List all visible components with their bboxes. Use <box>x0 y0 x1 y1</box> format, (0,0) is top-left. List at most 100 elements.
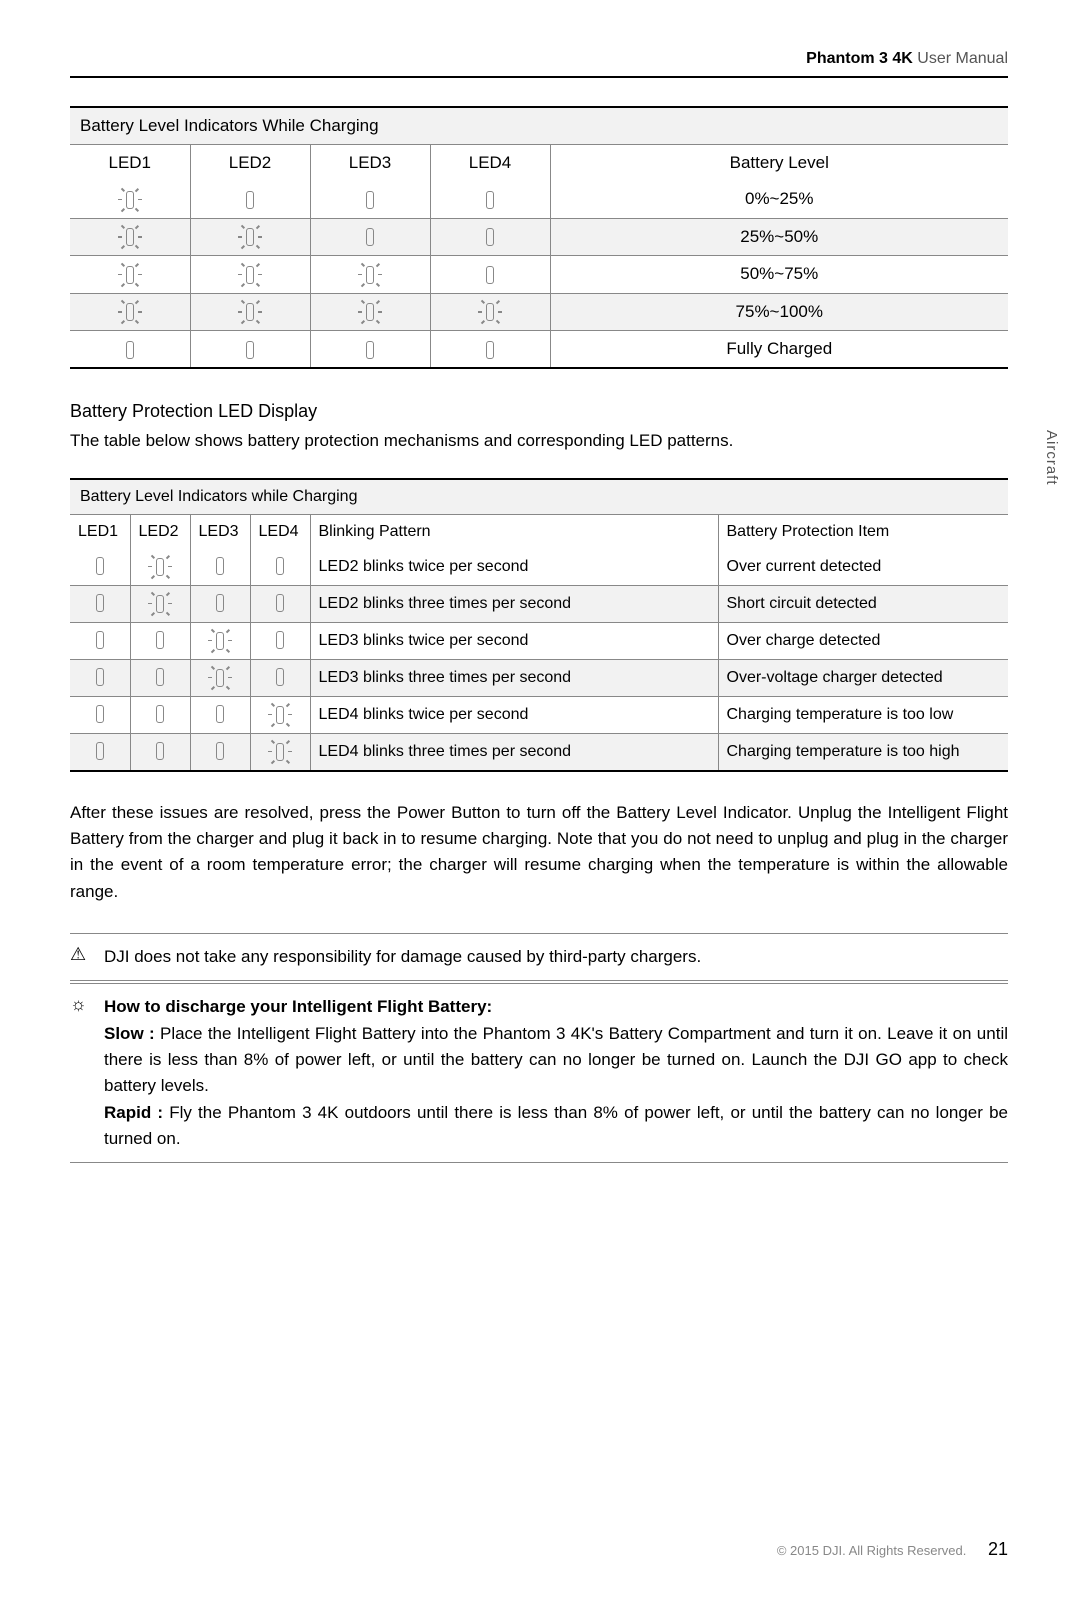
table2-col-led1: LED1 <box>70 514 130 549</box>
page-footer: © 2015 DJI. All Rights Reserved. 21 <box>777 1539 1008 1560</box>
battery-level-cell: 75%~100% <box>550 293 1008 331</box>
led-cell <box>190 696 250 733</box>
led-cell <box>130 622 190 659</box>
battery-level-cell: 25%~50% <box>550 218 1008 256</box>
led-blink-icon <box>268 742 292 762</box>
led-cell <box>190 622 250 659</box>
header-title: Phantom 3 4K User Manual <box>806 50 1008 67</box>
led-off-icon <box>156 742 164 760</box>
led-cell <box>310 218 430 256</box>
pattern-cell: LED2 blinks twice per second <box>310 549 718 586</box>
led-blink-icon <box>358 265 382 285</box>
pattern-cell: LED3 blinks three times per second <box>310 659 718 696</box>
led-cell <box>70 733 130 771</box>
led-blink-icon <box>478 302 502 322</box>
led-off-icon <box>366 341 374 359</box>
table2-col-item: Battery Protection Item <box>718 514 1008 549</box>
led-cell <box>430 256 550 294</box>
led-cell <box>310 293 430 331</box>
led-cell <box>190 181 310 218</box>
led-cell <box>70 659 130 696</box>
led-cell <box>310 331 430 369</box>
led-cell <box>130 659 190 696</box>
tip-slow-text: Place the Intelligent Flight Battery int… <box>104 1024 1008 1096</box>
led-off-icon <box>156 668 164 686</box>
table-row: LED4 blinks twice per secondCharging tem… <box>70 696 1008 733</box>
tip-rapid-text: Fly the Phantom 3 4K outdoors until ther… <box>104 1103 1008 1148</box>
led-cell <box>250 733 310 771</box>
led-cell <box>190 585 250 622</box>
led-cell <box>70 218 190 256</box>
led-cell <box>430 218 550 256</box>
pattern-cell: LED2 blinks three times per second <box>310 585 718 622</box>
protection-item-cell: Over charge detected <box>718 622 1008 659</box>
led-off-icon <box>96 631 104 649</box>
led-off-icon <box>486 341 494 359</box>
led-cell <box>430 331 550 369</box>
protection-item-cell: Over current detected <box>718 549 1008 586</box>
page-header: Phantom 3 4K User Manual <box>70 50 1008 78</box>
led-off-icon <box>216 705 224 723</box>
charging-indicators-table: Battery Level Indicators While Charging … <box>70 106 1008 369</box>
led-off-icon <box>276 631 284 649</box>
led-blink-icon <box>238 265 262 285</box>
pattern-cell: LED4 blinks three times per second <box>310 733 718 771</box>
led-off-icon <box>96 668 104 686</box>
led-blink-icon <box>118 190 142 210</box>
led-cell <box>70 622 130 659</box>
copyright: © 2015 DJI. All Rights Reserved. <box>777 1543 967 1558</box>
pattern-cell: LED4 blinks twice per second <box>310 696 718 733</box>
led-cell <box>310 256 430 294</box>
table-row: 75%~100% <box>70 293 1008 331</box>
led-cell <box>70 181 190 218</box>
led-off-icon <box>486 228 494 246</box>
led-cell <box>70 331 190 369</box>
table-row: 50%~75% <box>70 256 1008 294</box>
table1-col-level: Battery Level <box>550 145 1008 182</box>
led-off-icon <box>276 594 284 612</box>
protection-heading: Battery Protection LED Display <box>70 401 1008 422</box>
led-cell <box>70 549 130 586</box>
led-blink-icon <box>118 227 142 247</box>
led-off-icon <box>486 191 494 209</box>
led-off-icon <box>96 557 104 575</box>
warning-icon: ⚠ <box>70 944 104 970</box>
product-name-bold: Phantom 3 4K <box>806 50 913 67</box>
page-number: 21 <box>988 1539 1008 1559</box>
led-cell <box>190 733 250 771</box>
table-row: LED4 blinks three times per secondChargi… <box>70 733 1008 771</box>
led-cell <box>190 549 250 586</box>
led-blink-icon <box>238 302 262 322</box>
led-cell <box>190 218 310 256</box>
protection-item-cell: Short circuit detected <box>718 585 1008 622</box>
led-off-icon <box>216 557 224 575</box>
led-cell <box>130 585 190 622</box>
led-cell <box>70 696 130 733</box>
led-off-icon <box>246 191 254 209</box>
warning-text: DJI does not take any responsibility for… <box>104 944 1008 970</box>
led-blink-icon <box>148 594 172 614</box>
led-blink-icon <box>268 705 292 725</box>
led-cell <box>190 293 310 331</box>
battery-level-cell: Fully Charged <box>550 331 1008 369</box>
led-cell <box>250 549 310 586</box>
table-row: Fully Charged <box>70 331 1008 369</box>
led-cell <box>70 256 190 294</box>
protection-text: The table below shows battery protection… <box>70 428 1008 454</box>
resolution-paragraph: After these issues are resolved, press t… <box>70 800 1008 905</box>
led-off-icon <box>96 705 104 723</box>
led-off-icon <box>126 341 134 359</box>
led-off-icon <box>96 742 104 760</box>
pattern-cell: LED3 blinks twice per second <box>310 622 718 659</box>
led-cell <box>130 733 190 771</box>
led-cell <box>130 696 190 733</box>
led-off-icon <box>366 191 374 209</box>
led-off-icon <box>276 668 284 686</box>
led-off-icon <box>96 594 104 612</box>
table-row: LED3 blinks three times per secondOver-v… <box>70 659 1008 696</box>
led-cell <box>70 293 190 331</box>
led-cell <box>190 256 310 294</box>
led-off-icon <box>486 266 494 284</box>
led-off-icon <box>246 341 254 359</box>
table1-title: Battery Level Indicators While Charging <box>70 107 1008 145</box>
